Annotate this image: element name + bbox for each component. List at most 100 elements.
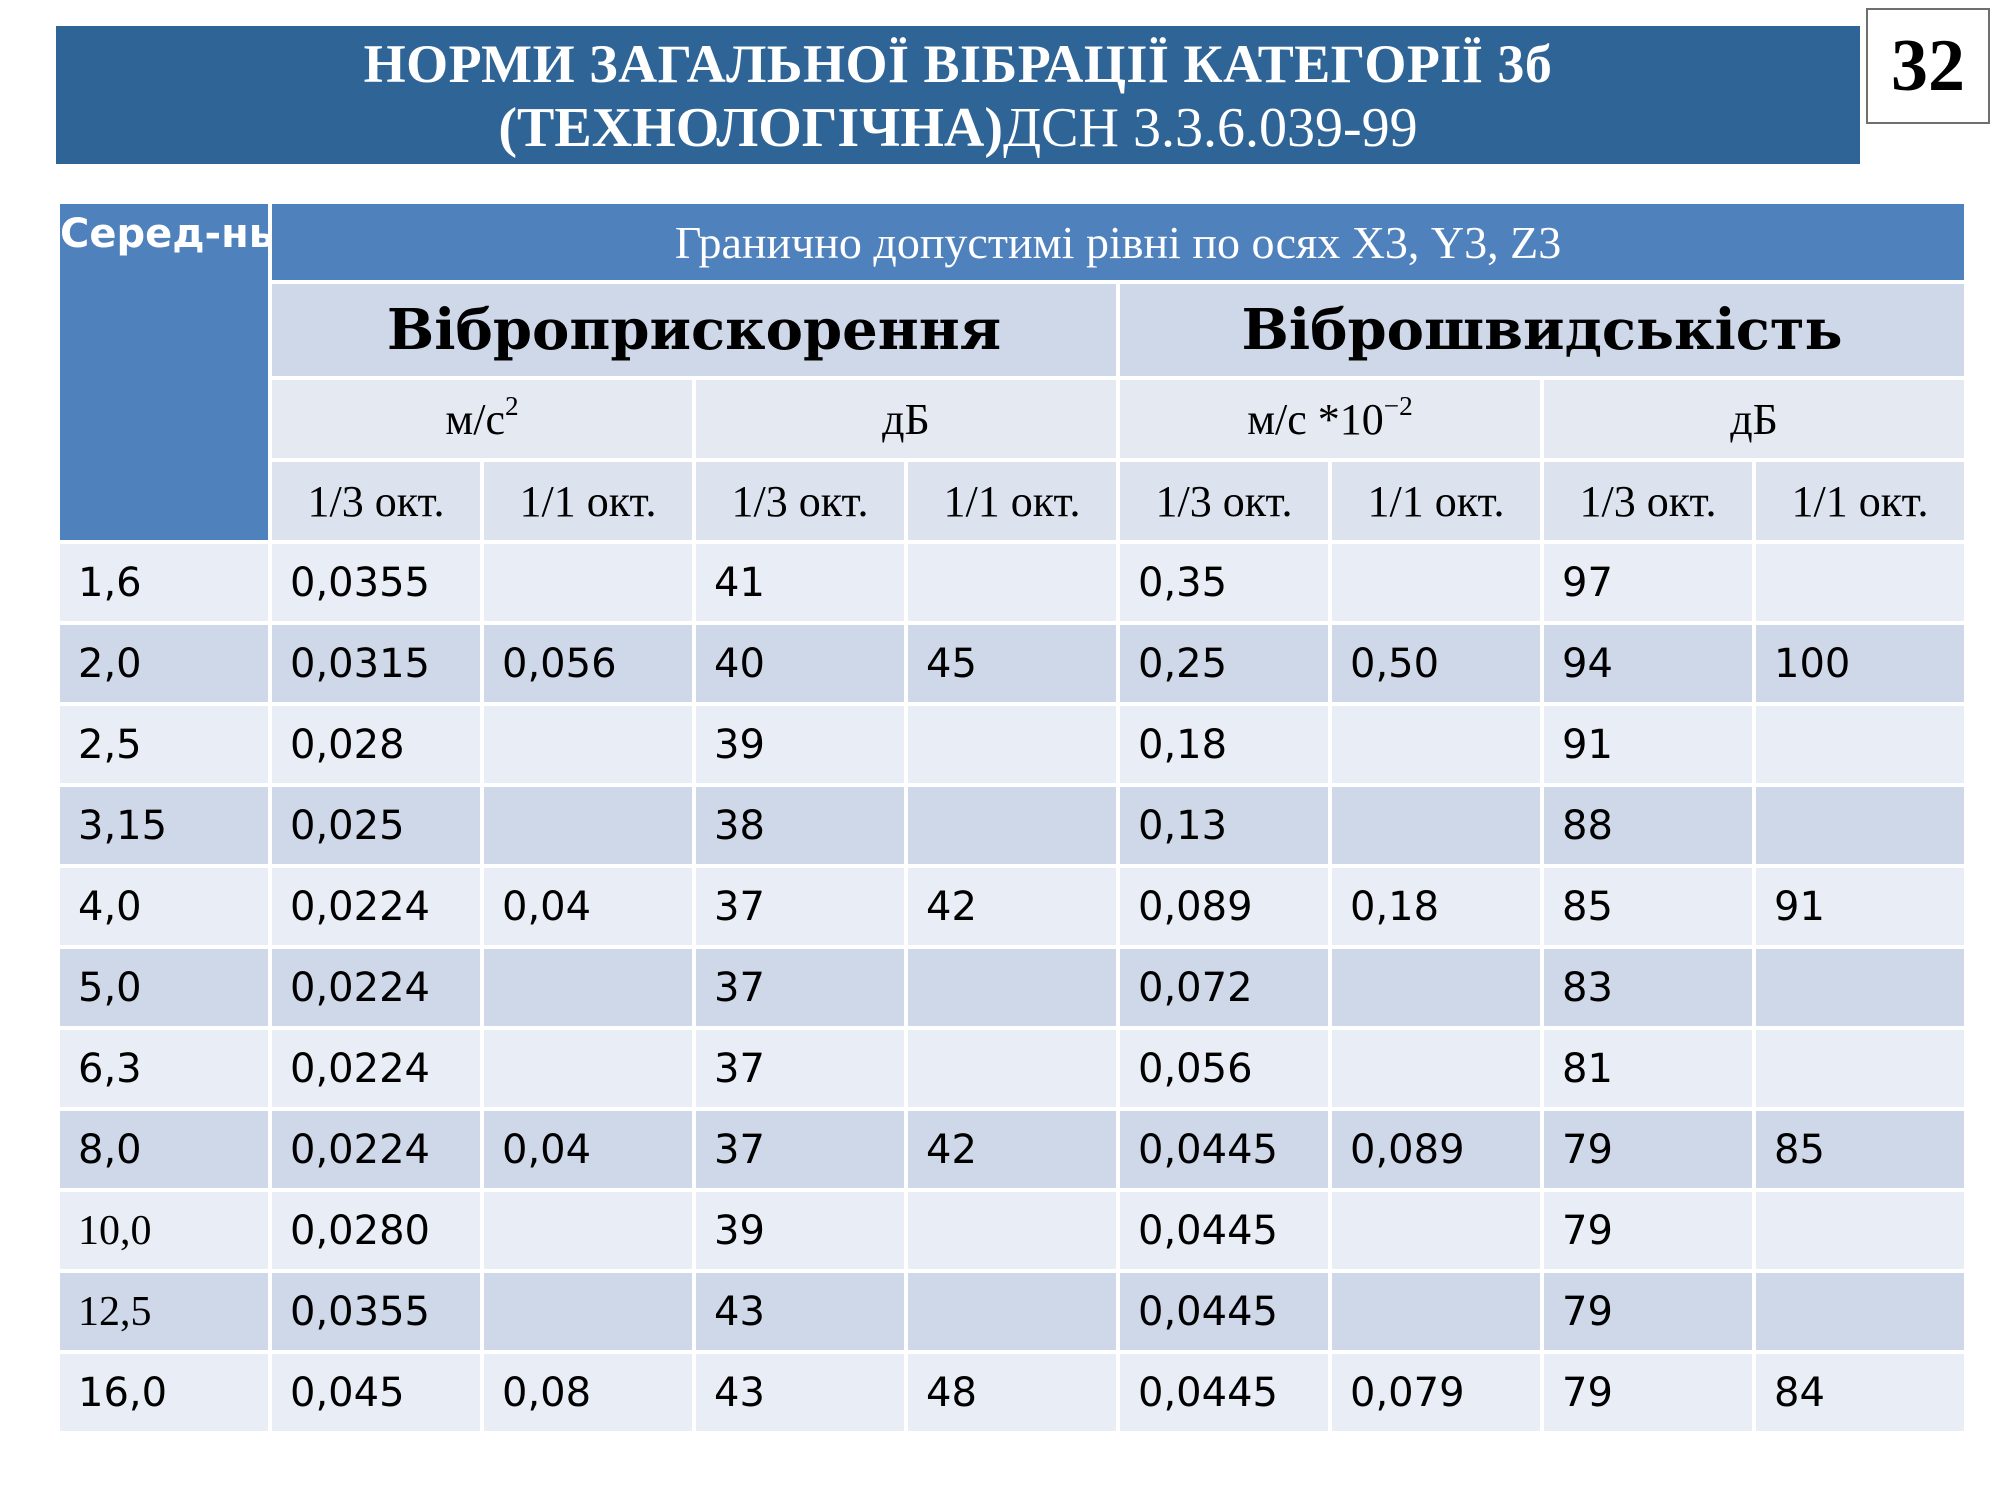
value-cell <box>480 702 696 787</box>
value-cell: 0,0445 <box>1116 1188 1332 1273</box>
value-cell <box>1328 783 1544 868</box>
value-cell: 0,50 <box>1328 621 1544 706</box>
value-cell: 0,0224 <box>268 945 484 1030</box>
value-cell: 37 <box>692 1107 908 1192</box>
value-cell <box>1328 1026 1544 1111</box>
unit-header: м/с2 <box>268 376 696 462</box>
value-cell <box>904 702 1120 787</box>
value-cell <box>480 783 696 868</box>
value-cell: 0,056 <box>1116 1026 1332 1111</box>
value-cell: 0,079 <box>1328 1350 1544 1435</box>
value-cell: 41 <box>692 540 908 625</box>
table-row: 2,5 0,028 39 0,18 91 <box>56 702 1969 787</box>
table-row: 1,6 0,0355 41 0,35 97 <box>56 540 1969 625</box>
frequency-cell: 5,0 <box>56 945 272 1030</box>
unit-base: дБ <box>1730 394 1778 444</box>
value-cell: 97 <box>1540 540 1756 625</box>
value-cell: 0,0280 <box>268 1188 484 1273</box>
table-row: 8,0 0,0224 0,04 37 42 0,0445 0,089 79 85 <box>56 1107 1969 1192</box>
value-cell: 0,0224 <box>268 1026 484 1111</box>
table-row: 10,0 0,0280 39 0,0445 79 <box>56 1188 1969 1273</box>
frequency-cell: 2,5 <box>56 702 272 787</box>
value-cell: 0,0445 <box>1116 1107 1332 1192</box>
page-number: 32 <box>1866 8 1990 124</box>
value-cell <box>1751 540 1969 625</box>
value-cell: 0,089 <box>1328 1107 1544 1192</box>
value-cell: 0,35 <box>1116 540 1332 625</box>
value-cell <box>1328 702 1544 787</box>
value-cell: 88 <box>1540 783 1756 868</box>
band-header: 1/3 окт. <box>268 458 484 544</box>
value-cell <box>1751 945 1969 1030</box>
band-header: 1/3 окт. <box>1116 458 1332 544</box>
table-row: 2,0 0,0315 0,056 40 45 0,25 0,50 94 100 <box>56 621 1969 706</box>
value-cell: 0,028 <box>268 702 484 787</box>
unit-superscript: −2 <box>1383 390 1413 421</box>
value-cell: 42 <box>904 1107 1120 1192</box>
band-header: 1/3 окт. <box>1540 458 1756 544</box>
value-cell: 0,056 <box>480 621 696 706</box>
value-cell: 45 <box>904 621 1120 706</box>
value-cell: 0,0315 <box>268 621 484 706</box>
limits-header: Гранично допустимі рівні по осях Х3, Y3,… <box>267 200 1969 284</box>
value-cell: 48 <box>904 1350 1120 1435</box>
value-cell <box>1328 540 1544 625</box>
value-cell <box>480 540 696 625</box>
value-cell <box>480 1188 696 1273</box>
band-header: 1/1 окт. <box>1328 458 1544 544</box>
value-cell: 0,0224 <box>268 864 484 949</box>
unit-header: м/с *10−2 <box>1116 376 1544 462</box>
acceleration-group-header: Віброприскорення <box>268 280 1120 380</box>
value-cell <box>1751 1026 1969 1111</box>
value-cell: 79 <box>1540 1107 1756 1192</box>
value-cell: 84 <box>1751 1350 1969 1435</box>
frequency-cell: 2,0 <box>56 621 272 706</box>
value-cell: 37 <box>692 945 908 1030</box>
table-row: 6,3 0,0224 37 0,056 81 <box>56 1026 1969 1111</box>
unit-base: м/с <box>445 394 505 444</box>
value-cell: 0,072 <box>1116 945 1332 1030</box>
value-cell: 79 <box>1540 1188 1756 1273</box>
value-cell: 0,0224 <box>268 1107 484 1192</box>
vibration-norms-table: Серед-ньо-геомет ричні частоти Гранично … <box>56 200 1969 1435</box>
value-cell: 81 <box>1540 1026 1756 1111</box>
value-cell: 94 <box>1540 621 1756 706</box>
unit-header: дБ <box>692 376 1120 462</box>
value-cell <box>1328 1269 1544 1354</box>
value-cell: 83 <box>1540 945 1756 1030</box>
value-cell: 0,25 <box>1116 621 1332 706</box>
value-cell: 0,0355 <box>268 1269 484 1354</box>
frequency-cell: 10,0 <box>56 1188 272 1273</box>
band-header: 1/3 окт. <box>692 458 908 544</box>
value-cell <box>1328 1188 1544 1273</box>
value-cell: 0,18 <box>1328 864 1544 949</box>
value-cell <box>480 945 696 1030</box>
table-row: 5,0 0,0224 37 0,072 83 <box>56 945 1969 1030</box>
value-cell: 0,0445 <box>1116 1269 1332 1354</box>
title-line-1: НОРМИ ЗАГАЛЬНОЇ ВІБРАЦІЇ КАТЕГОРІЇ 3б <box>363 34 1553 94</box>
value-cell: 85 <box>1540 864 1756 949</box>
value-cell <box>904 783 1120 868</box>
value-cell: 79 <box>1540 1350 1756 1435</box>
value-cell: 0,0355 <box>268 540 484 625</box>
frequency-cell: 4,0 <box>56 864 272 949</box>
value-cell: 42 <box>904 864 1120 949</box>
value-cell: 0,13 <box>1116 783 1332 868</box>
title-standard: ДСН 3.3.6.039-99 <box>1002 97 1418 159</box>
value-cell: 39 <box>692 1188 908 1273</box>
value-cell: 39 <box>692 702 908 787</box>
frequency-column-header: Серед-ньо-геомет ричні частоти <box>56 200 272 544</box>
value-cell: 0,0445 <box>1116 1350 1332 1435</box>
value-cell <box>1328 945 1544 1030</box>
value-cell <box>480 1026 696 1111</box>
value-cell <box>904 1188 1120 1273</box>
value-cell: 0,04 <box>480 1107 696 1192</box>
value-cell: 85 <box>1751 1107 1969 1192</box>
value-cell <box>904 540 1120 625</box>
frequency-cell: 8,0 <box>56 1107 272 1192</box>
value-cell <box>904 1269 1120 1354</box>
value-cell: 40 <box>692 621 908 706</box>
frequency-cell: 12,5 <box>56 1269 272 1354</box>
table-row: 4,0 0,0224 0,04 37 42 0,089 0,18 85 91 <box>56 864 1969 949</box>
value-cell: 79 <box>1540 1269 1756 1354</box>
